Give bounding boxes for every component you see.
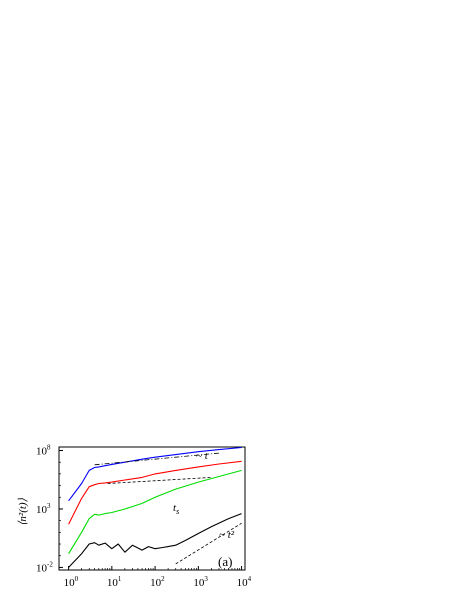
y-tick-label: 108 (36, 444, 51, 458)
y-tick-label: 10-2 (36, 560, 53, 574)
reference-line-2 (107, 477, 212, 484)
series-line-4 (68, 513, 242, 568)
tick-marks (59, 450, 243, 570)
y-axis-label: ⟨n²(t)⟩ (17, 497, 29, 525)
plot-frame (58, 446, 246, 571)
series-line-1 (68, 446, 242, 502)
y-tick-label: 103 (36, 502, 51, 516)
x-tick-label: 104 (237, 575, 252, 589)
series-layer (68, 446, 242, 568)
series-line-2 (68, 460, 242, 525)
reference-line-1 (94, 452, 220, 466)
x-tick-label: 101 (107, 575, 122, 589)
x-tick-label: 102 (150, 575, 165, 589)
x-tick-label: 100 (64, 575, 79, 589)
reference-line-3 (175, 522, 242, 565)
series-line-3 (68, 469, 242, 554)
reference-lines (94, 452, 242, 565)
x-tick-label: 103 (193, 575, 208, 589)
annotation-ts: ts (173, 502, 179, 516)
reference-label-t2: ~ t² (219, 529, 235, 541)
axis-labels: 100 101 102 103 104 10-2 103 108 (36, 444, 252, 589)
reference-label-t: ~ t (196, 450, 209, 462)
panel-label: (a) (218, 554, 232, 569)
